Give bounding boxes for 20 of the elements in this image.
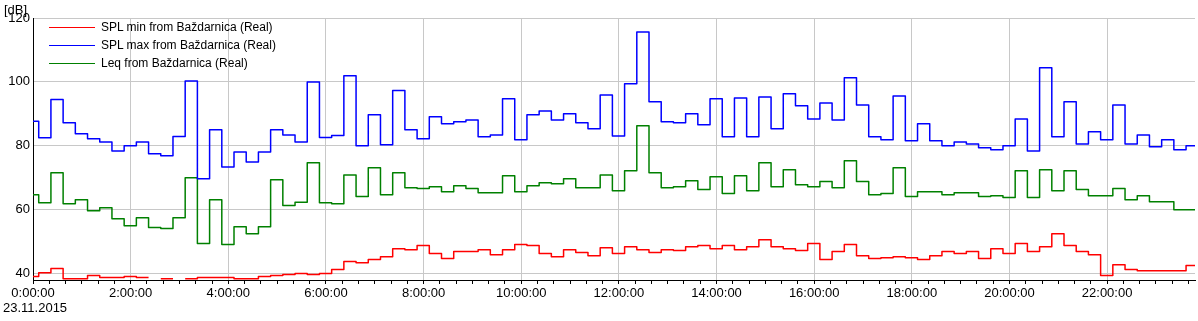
legend-label: SPL max from Baždarnica (Real) — [101, 37, 276, 54]
x-tick-label: 4:00:00 — [206, 285, 250, 301]
text: 23.11.2015 — [3, 300, 68, 316]
x-tick-label: 16:00:00 — [788, 285, 840, 301]
x-tick-label: 18:00:00 — [886, 285, 938, 301]
legend-label: Leq from Baždarnica (Real) — [101, 55, 248, 72]
y-tick-label: 60 — [15, 201, 30, 217]
y-tick-label: 40 — [15, 265, 30, 281]
x-tick-label: 0:00:00 — [11, 285, 55, 301]
legend-label: SPL min from Baždarnica (Real) — [101, 19, 273, 36]
x-tick-label: 10:00:00 — [495, 285, 547, 301]
x-tick-label: 14:00:00 — [691, 285, 742, 301]
y-tick-label: 80 — [15, 137, 30, 153]
x-tick-label: 8:00:00 — [401, 285, 446, 301]
y-tick-label: 100 — [8, 73, 30, 89]
x-tick-label: 12:00:00 — [593, 285, 645, 301]
x-tick-label: 2:00:00 — [108, 285, 153, 301]
x-tick-label: 22:00:00 — [1081, 285, 1133, 301]
x-tick-label: 6:00:00 — [304, 285, 348, 301]
x-tick-label: 20:00:00 — [984, 285, 1035, 301]
